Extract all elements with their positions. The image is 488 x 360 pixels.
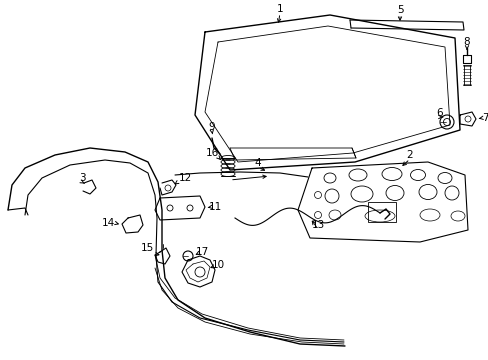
Text: 13: 13	[311, 220, 324, 230]
Text: 14: 14	[101, 218, 114, 228]
Text: 1: 1	[276, 4, 283, 14]
Text: 7: 7	[481, 113, 488, 123]
Text: 4: 4	[254, 158, 261, 168]
Text: 3: 3	[79, 173, 85, 183]
Text: 10: 10	[211, 260, 224, 270]
Text: 12: 12	[178, 173, 191, 183]
Text: 2: 2	[406, 150, 412, 160]
Text: 9: 9	[208, 122, 215, 132]
Text: 16: 16	[205, 148, 218, 158]
Text: 8: 8	[463, 37, 469, 47]
Text: 6: 6	[436, 108, 443, 118]
Text: 15: 15	[140, 243, 153, 253]
Text: 5: 5	[396, 5, 403, 15]
Text: 17: 17	[195, 247, 208, 257]
Text: 11: 11	[208, 202, 221, 212]
